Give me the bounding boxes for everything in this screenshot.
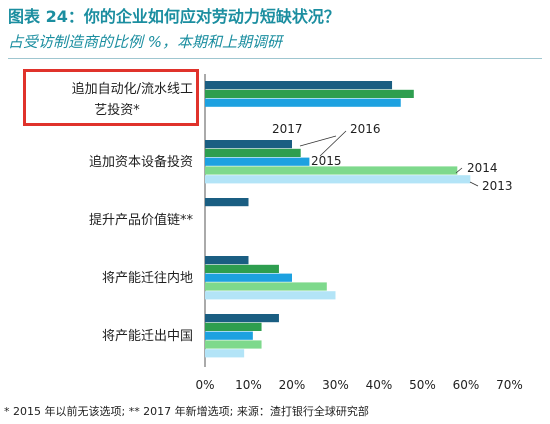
series-label-2016: 2016 <box>350 122 381 136</box>
category-label-5: 将产能迁出中国 <box>102 329 193 344</box>
category-label-4: 将产能迁往内地 <box>102 270 193 286</box>
category-label-1-line1: 追加自动化/流水线工 <box>72 81 193 97</box>
series-label-2015: 2015 <box>311 154 342 168</box>
bar-2016-cat-1 <box>205 89 414 98</box>
bar-2016-cat-4 <box>205 264 279 273</box>
category-label-2: 追加资本设备投资 <box>89 154 193 170</box>
highlight-box <box>23 69 199 126</box>
bar-2015-cat-1 <box>205 98 401 107</box>
bar-2016-cat-2 <box>205 148 301 157</box>
bar-2013-cat-2 <box>205 175 471 184</box>
bar-2017-cat-4 <box>205 256 249 265</box>
leader-line-3 <box>455 167 463 174</box>
leader-line-2 <box>319 130 347 157</box>
chart-title: 图表 24：你的企业如何应对劳动力短缺状况？ <box>8 7 340 26</box>
x-tick-label-6: 60% <box>453 378 480 392</box>
bar-2015-cat-4 <box>205 273 292 282</box>
bar-2014-cat-2 <box>205 166 458 175</box>
bar-2015-cat-2 <box>205 157 310 166</box>
x-tick-label-3: 30% <box>322 378 349 392</box>
series-label-2017: 2017 <box>272 122 303 136</box>
x-tick-label-2: 20% <box>279 378 306 392</box>
leader-line-4 <box>469 181 479 187</box>
bar-2017-cat-3 <box>205 198 249 207</box>
x-tick-label-5: 50% <box>409 378 436 392</box>
bar-2015-cat-5 <box>205 331 253 340</box>
series-label-2014: 2014 <box>467 161 498 175</box>
chart-subtitle: 占受访制造商的比例 %，本期和上期调研 <box>8 33 283 51</box>
bar-2017-cat-5 <box>205 314 279 323</box>
category-label-3: 提升产品价值链** <box>89 212 194 228</box>
title-divider <box>8 58 542 59</box>
category-label-1-line2: 艺投资* <box>94 102 140 118</box>
series-label-2013: 2013 <box>482 179 513 193</box>
bar-2013-cat-4 <box>205 291 336 300</box>
bar-2016-cat-5 <box>205 322 262 331</box>
footnote: * 2015 年以前无该选项; ** 2017 年新增选项; 来源：渣打银行全球… <box>4 405 369 418</box>
bar-2017-cat-2 <box>205 140 292 149</box>
leader-line-1 <box>299 135 337 147</box>
bar-2014-cat-4 <box>205 282 327 291</box>
x-tick-label-0: 0% <box>195 378 214 392</box>
bar-2017-cat-1 <box>205 81 393 90</box>
bar-2014-cat-5 <box>205 340 262 349</box>
bar-2013-cat-5 <box>205 349 245 358</box>
x-tick-label-4: 40% <box>366 378 393 392</box>
x-tick-label-7: 70% <box>496 378 523 392</box>
x-tick-label-1: 10% <box>235 378 262 392</box>
